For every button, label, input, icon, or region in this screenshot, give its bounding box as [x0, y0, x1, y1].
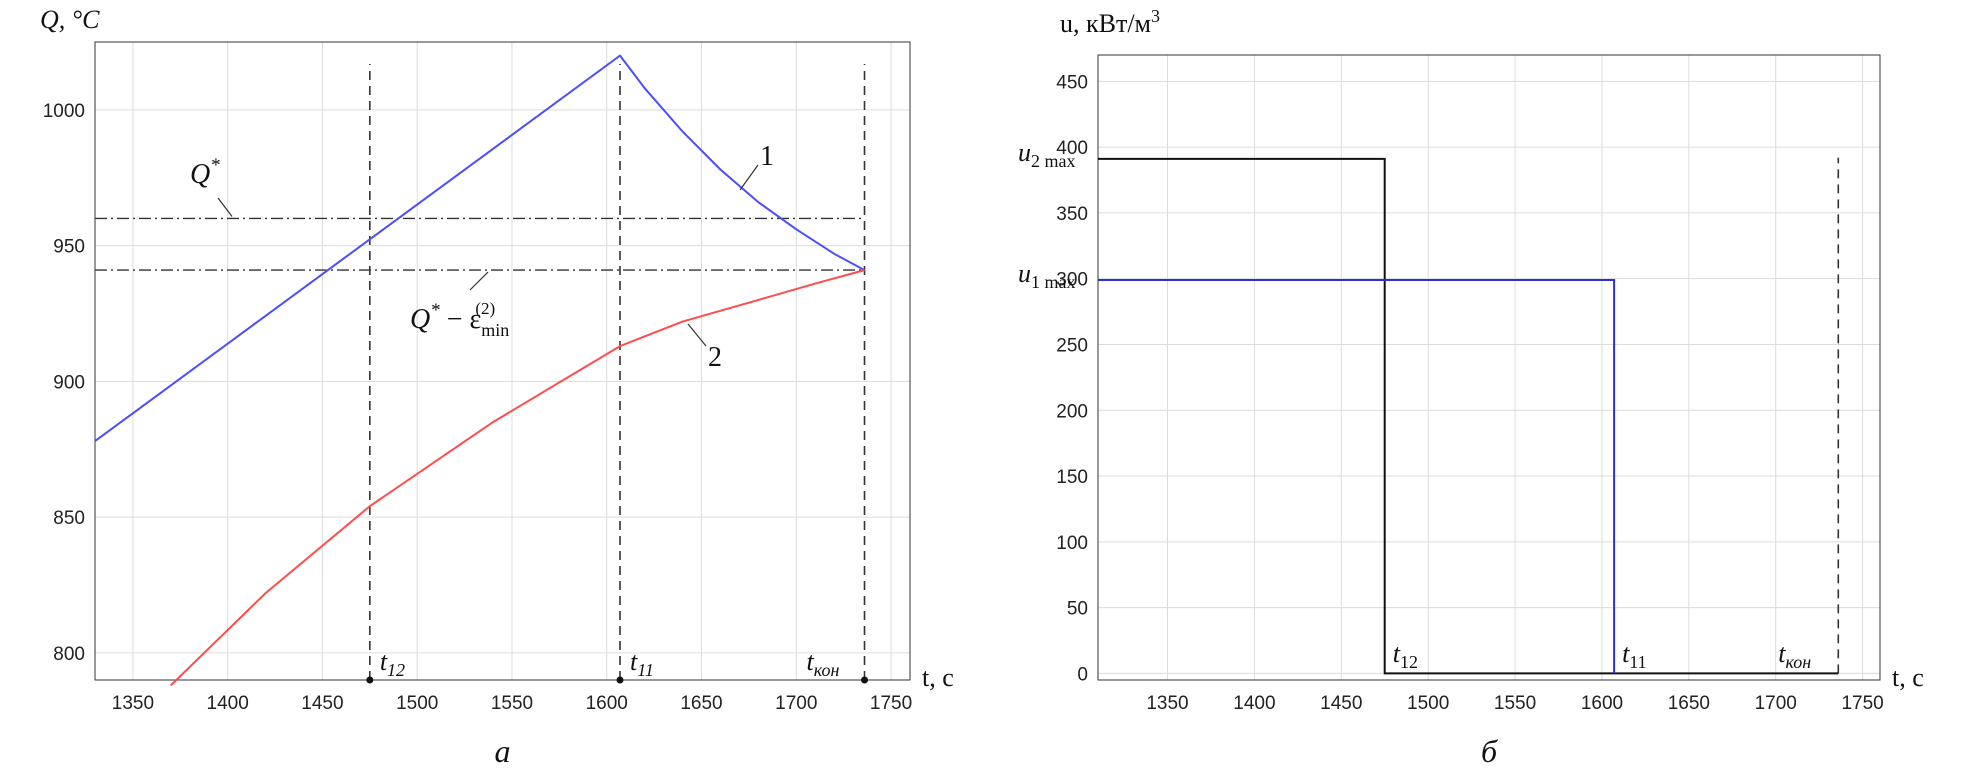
- reference-label-q-star: Q*: [190, 155, 220, 190]
- x-tick-label: 1750: [870, 693, 912, 714]
- y-tick-label: 0: [1077, 664, 1088, 685]
- time-marker-label-sub: кон: [1786, 652, 1812, 672]
- y-tick-label: 300: [1056, 270, 1088, 291]
- y-tick-label: 450: [1056, 72, 1088, 93]
- time-marker-label-main: t: [380, 647, 388, 676]
- reference-label-main: Q: [190, 159, 210, 190]
- x-axis-title: t, с: [1892, 663, 1924, 692]
- time-marker-label-sub: 12: [1400, 652, 1418, 672]
- time-marker-dot: [861, 676, 869, 684]
- x-tick-label: 1350: [1146, 693, 1188, 714]
- time-marker-label-main: t: [1393, 639, 1401, 668]
- x-axis-title-text: t, с: [922, 663, 954, 692]
- time-marker-label: tкон: [1778, 639, 1811, 672]
- y-special-label: u1 max: [1018, 259, 1076, 292]
- panel-letter: б: [1481, 733, 1498, 768]
- y-tick-label: 400: [1056, 138, 1088, 159]
- y-tick-label: 350: [1056, 204, 1088, 225]
- series-line-2: [170, 269, 865, 687]
- time-marker-label-sub: кон: [814, 660, 840, 680]
- reference-label-rest: − ε: [440, 304, 482, 335]
- time-marker-label-sub: 12: [387, 660, 405, 680]
- x-tick-label: 1600: [586, 693, 628, 714]
- x-tick-label: 1500: [1407, 693, 1449, 714]
- reference-label-q-minus-eps: Q* − εmin (2): [410, 299, 509, 340]
- time-marker-label-sub: 11: [1629, 652, 1646, 672]
- y-special-label: u2 max: [1018, 138, 1076, 171]
- x-tick-label: 1550: [1494, 693, 1536, 714]
- x-tick-label: 1450: [301, 693, 343, 714]
- x-tick-label: 1550: [491, 693, 533, 714]
- time-marker-label: t11: [1622, 639, 1647, 672]
- reference-label-sup: *: [430, 300, 440, 321]
- x-tick-label: 1500: [396, 693, 438, 714]
- series-line-2: [1098, 279, 1616, 674]
- plot-frame: [1097, 54, 1881, 681]
- y-axis-title-text: u, кВт/м: [1060, 9, 1151, 38]
- leader-line: [217, 197, 233, 217]
- series-label-1: 1: [760, 141, 774, 172]
- leader-line: [469, 271, 489, 291]
- y-special-label-main: u: [1018, 138, 1031, 167]
- y-tick-label: 900: [53, 372, 85, 393]
- chart-panel-1: 1350 1400 1450 1500 1550 1600 1650 1700 1750 800 8…: [40, 5, 954, 768]
- y-tick-label: 50: [1067, 599, 1088, 620]
- chart-panel-2: 1350 1400 1450 1500 1550 1600 1650 1700 1750 0 50 1…: [1056, 6, 1923, 768]
- time-marker-label-main: t: [1778, 639, 1786, 668]
- x-tick-label: 1650: [680, 693, 722, 714]
- x-tick-label: 1400: [1233, 693, 1275, 714]
- y-axis-title-superscript: 3: [1151, 6, 1160, 26]
- y-tick-label: 100: [1056, 533, 1088, 554]
- y-special-label-sub: 2 max: [1031, 151, 1076, 171]
- x-tick-label: 1400: [207, 693, 249, 714]
- y-special-label-sub: 1 max: [1031, 272, 1076, 292]
- panel-letter: а: [495, 733, 511, 768]
- x-tick-label: 1350: [112, 693, 154, 714]
- series-line-1: [1098, 157, 1839, 675]
- y-tick-label: 1000: [43, 101, 85, 122]
- time-marker-label-sub: 11: [637, 660, 654, 680]
- time-marker-label: t12: [380, 647, 405, 680]
- leader-line: [739, 164, 759, 191]
- series-label-2: 2: [708, 342, 722, 373]
- time-marker-label: tкон: [807, 647, 840, 680]
- time-marker-dot: [366, 676, 374, 684]
- y-tick-label: 200: [1056, 401, 1088, 422]
- time-marker-label-main: t: [1622, 639, 1630, 668]
- x-axis-title: t, с: [922, 663, 954, 692]
- time-marker-label-main: t: [807, 647, 815, 676]
- y-tick-label: 250: [1056, 335, 1088, 356]
- x-axis-title-text: t, с: [1892, 663, 1924, 692]
- x-tick-label: 1450: [1320, 693, 1362, 714]
- reference-label-sup: *: [210, 155, 220, 176]
- y-tick-label: 800: [53, 644, 85, 665]
- x-tick-label: 1600: [1581, 693, 1623, 714]
- y-tick-label: 950: [53, 237, 85, 258]
- y-axis-title-text: Q, °C: [40, 5, 100, 34]
- y-axis-title: u, кВт/м3: [1060, 6, 1160, 38]
- y-tick-label: 150: [1056, 467, 1088, 488]
- y-special-label-main: u: [1018, 259, 1031, 288]
- x-tick-label: 1700: [1755, 693, 1797, 714]
- series-line-1: [94, 54, 865, 442]
- reference-label-sub: min: [481, 320, 509, 340]
- reference-label-sup2: (2): [475, 299, 495, 318]
- plot-frame: [94, 41, 911, 681]
- time-marker-label-main: t: [630, 647, 638, 676]
- reference-label-main: Q: [410, 304, 430, 335]
- time-marker-dot: [616, 676, 624, 684]
- time-marker-label: t12: [1393, 639, 1418, 672]
- time-marker-label: t11: [630, 647, 654, 680]
- y-tick-label: 850: [53, 508, 85, 529]
- x-tick-label: 1650: [1668, 693, 1710, 714]
- x-tick-label: 1750: [1841, 693, 1883, 714]
- y-axis-title: Q, °C: [40, 5, 100, 34]
- x-tick-label: 1700: [775, 693, 817, 714]
- leader-line: [687, 323, 707, 347]
